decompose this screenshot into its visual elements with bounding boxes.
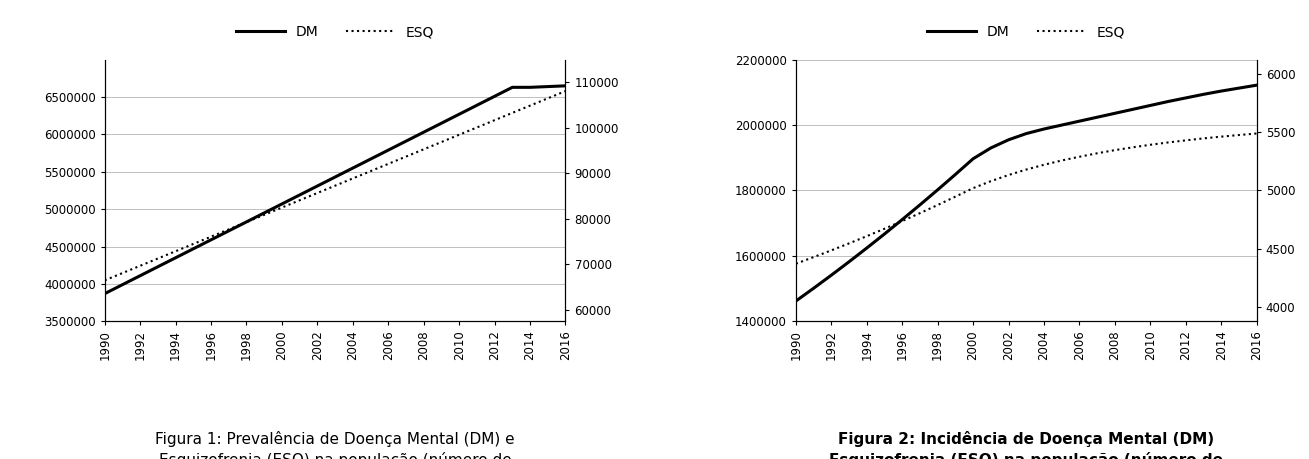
Text: Figura 2: Incidência de Doença Mental (DM)
Esquizofrenia (ESQ) na população (núm: Figura 2: Incidência de Doença Mental (D…	[830, 431, 1223, 459]
Legend: DM, ESQ: DM, ESQ	[230, 20, 440, 45]
Legend: DM, ESQ: DM, ESQ	[922, 20, 1131, 45]
Text: Figura 1: Prevalência de Doença Mental (DM) e
Esquizofrenia (ESQ) na população (: Figura 1: Prevalência de Doença Mental (…	[156, 431, 514, 459]
